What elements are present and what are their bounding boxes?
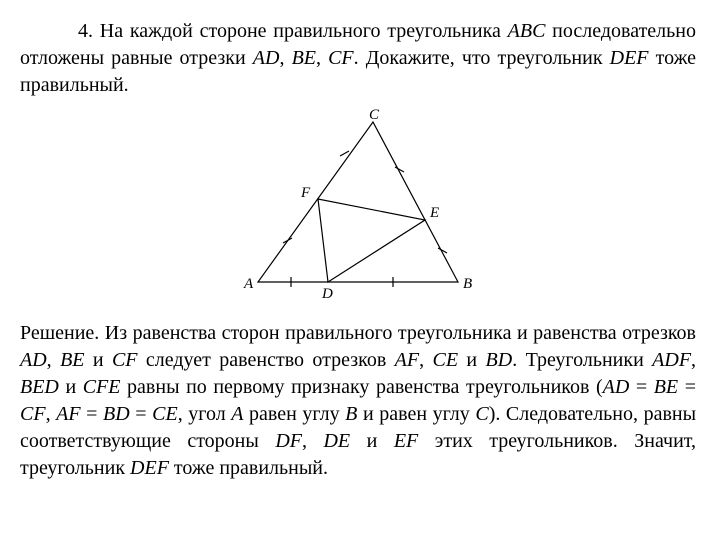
outer-triangle xyxy=(258,122,458,282)
var: BE xyxy=(654,376,678,398)
solution-text: Решение. Из равенства сторон правильного… xyxy=(20,320,696,482)
var: ADF xyxy=(652,349,691,371)
var: AF xyxy=(395,349,419,371)
problem-statement: 4. На каждой стороне правильного треугол… xyxy=(20,18,696,99)
solution-text: Из равенства сторон правильного треуголь… xyxy=(99,322,696,344)
var: C xyxy=(475,403,488,425)
tick-mark xyxy=(340,151,349,156)
var: DF xyxy=(275,430,302,452)
vertex-label-b: B xyxy=(463,276,472,292)
var: CE xyxy=(432,349,458,371)
problem-text: . Докажите, что треугольник xyxy=(354,47,610,69)
vertex-label-a: A xyxy=(243,276,254,292)
var: DE xyxy=(323,430,350,452)
var-def: DEF xyxy=(610,47,649,69)
triangle-figure: A B C D E F xyxy=(20,107,696,310)
vertex-label-c: C xyxy=(369,107,380,123)
var: A xyxy=(231,403,243,425)
vertex-label-d: D xyxy=(321,286,333,302)
solution-heading: Решение. xyxy=(20,322,99,344)
var: CFE xyxy=(83,376,121,398)
comma: , xyxy=(316,47,328,69)
var: CE xyxy=(152,403,178,425)
var: DEF xyxy=(130,457,169,479)
var: B xyxy=(345,403,357,425)
var: EF xyxy=(394,430,418,452)
comma: , xyxy=(279,47,291,69)
var: AF xyxy=(56,403,80,425)
tick-mark xyxy=(283,238,292,243)
var: AD xyxy=(20,349,47,371)
var: CF xyxy=(112,349,138,371)
triangle-svg: A B C D E F xyxy=(228,107,488,302)
var: BE xyxy=(60,349,84,371)
var: BED xyxy=(20,376,59,398)
var: AD xyxy=(603,376,630,398)
var: BD xyxy=(103,403,130,425)
problem-text: На каждой стороне правильного треугольни… xyxy=(93,20,508,42)
vertex-label-f: F xyxy=(300,185,311,201)
var: CF xyxy=(20,403,46,425)
var-ad: AD xyxy=(253,47,280,69)
vertex-label-e: E xyxy=(429,205,439,221)
var: BD xyxy=(486,349,513,371)
inner-triangle xyxy=(318,199,425,282)
var-cf: CF xyxy=(328,47,354,69)
problem-number: 4. xyxy=(78,20,93,42)
var-be: BE xyxy=(292,47,316,69)
var-abc: ABC xyxy=(508,20,546,42)
